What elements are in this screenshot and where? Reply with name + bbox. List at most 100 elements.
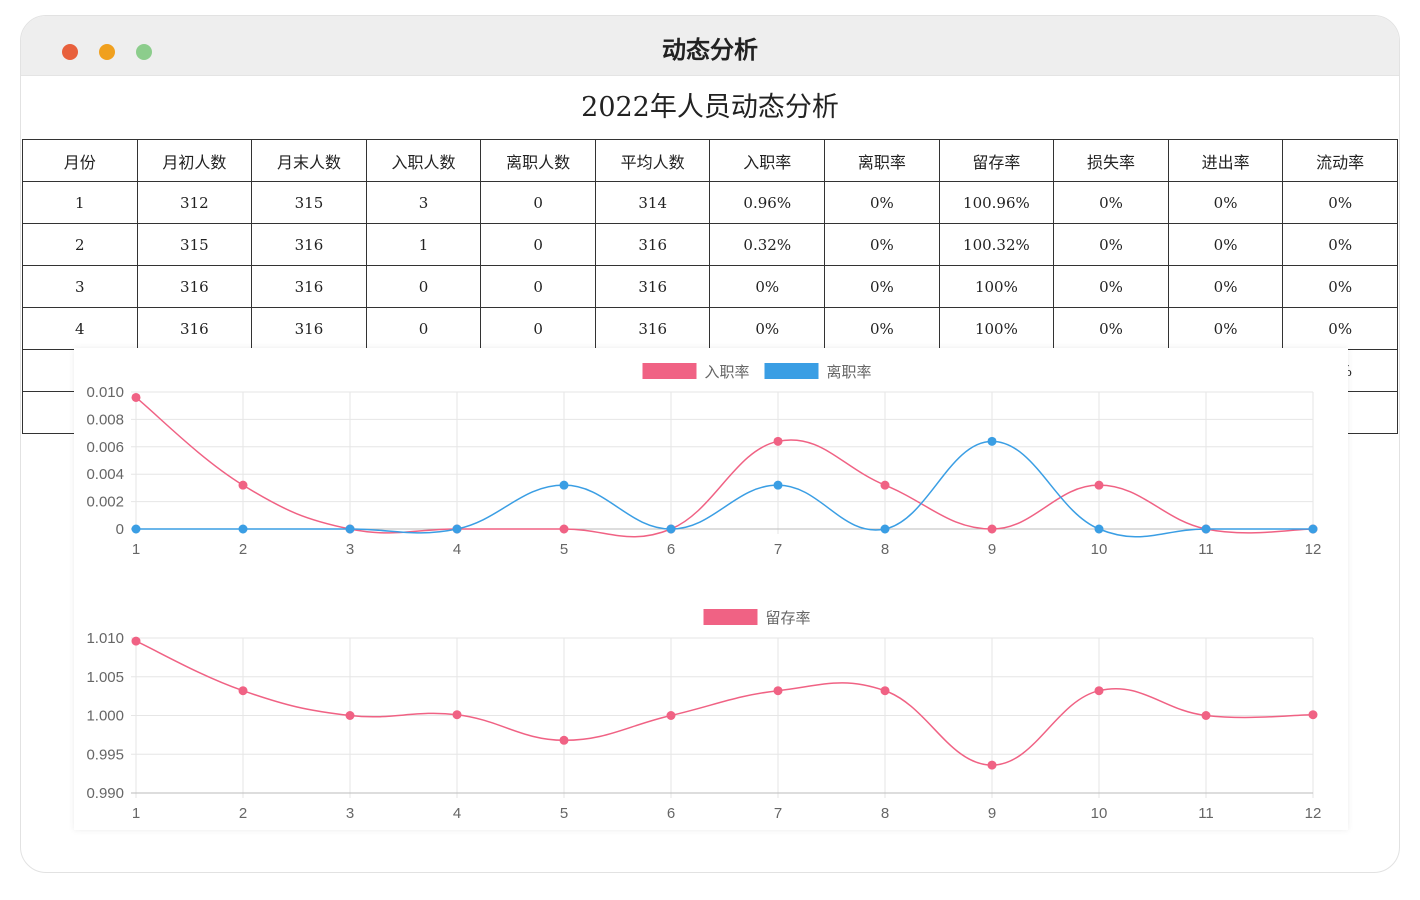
- line-chart-1: 1 2 3 4 5 6 7 8 9 10 11 1200.0020.0040.0060.0080.01…: [86, 363, 1321, 558]
- data-point: [1201, 711, 1211, 720]
- y-tick-label: 0.002: [86, 494, 124, 511]
- x-tick-label: 10: [1091, 541, 1108, 558]
- x-tick-label: 12: [1305, 541, 1322, 558]
- x-tick-label: 2: [239, 805, 247, 822]
- x-tick-label: 9: [988, 541, 996, 558]
- table-cell: 315: [136, 223, 253, 266]
- table-cell: 0%: [824, 265, 940, 308]
- table-cell: 0: [480, 223, 596, 266]
- minimize-window-button[interactable]: [99, 44, 115, 60]
- table-cell: 0.32%: [709, 223, 826, 266]
- data-point: [131, 636, 141, 646]
- line-chart-2: 1 2 3 4 5 6 7 8 9 10 11 120.9900.9951.0001.0051.010…: [86, 609, 1321, 822]
- y-tick-label: 0.004: [86, 466, 124, 483]
- x-tick-label: 11: [1198, 805, 1214, 822]
- column-header: 月初人数: [136, 139, 253, 182]
- data-point: [238, 524, 248, 534]
- table-cell: 316: [594, 223, 711, 266]
- table-cell: 0%: [824, 307, 940, 350]
- x-tick-label: 10: [1091, 805, 1108, 822]
- data-point: [559, 524, 569, 534]
- data-point: [345, 711, 355, 720]
- chart-panel: 1 2 3 4 5 6 7 8 9 10 11 12 0 0.002 0.004 0.006 0.008 0.01…: [74, 348, 1348, 830]
- column-header: 离职率: [824, 139, 940, 182]
- data-point: [880, 480, 890, 490]
- table-cell: 0%: [1053, 307, 1169, 350]
- data-point: [1094, 524, 1104, 534]
- column-header: 平均人数: [594, 139, 711, 182]
- data-point: [773, 480, 783, 490]
- data-point: [666, 524, 676, 534]
- column-header: 流动率: [1282, 139, 1398, 182]
- charts-svg: 1 2 3 4 5 6 7 8 9 10 11 1200.0020.0040.0060.0080.01…: [86, 363, 1321, 822]
- table-cell: 0%: [1282, 181, 1398, 224]
- table-cell: 314: [594, 181, 711, 224]
- data-point: [1308, 710, 1318, 720]
- data-point: [666, 711, 676, 720]
- table-cell: 0%: [1167, 265, 1284, 308]
- table-cell: 0.96%: [709, 181, 826, 224]
- data-point: [773, 686, 783, 696]
- table-cell: 100%: [938, 307, 1055, 350]
- y-tick-label: 0.006: [86, 439, 124, 456]
- y-tick-label: 0.995: [86, 746, 124, 763]
- data-point: [238, 480, 248, 490]
- x-tick-label: 7: [774, 541, 782, 558]
- column-header: 月份: [22, 139, 138, 182]
- column-header: 损失率: [1053, 139, 1169, 182]
- data-point: [773, 436, 783, 446]
- series-line: [135, 440, 1313, 538]
- table-cell: 0%: [1167, 307, 1284, 350]
- table-cell: 3: [365, 181, 482, 224]
- table-cell: 0%: [1282, 265, 1398, 308]
- table-cell: 0%: [824, 223, 940, 266]
- x-tick-label: 5: [560, 541, 568, 558]
- table-cell: 0: [365, 265, 482, 308]
- x-tick-label: 12: [1305, 805, 1322, 822]
- close-window-button[interactable]: [62, 44, 78, 60]
- x-tick-label: 3: [346, 541, 354, 558]
- table-cell: 100%: [938, 265, 1055, 308]
- y-tick-label: 0.008: [86, 411, 124, 428]
- table-cell: 312: [136, 181, 253, 224]
- y-tick-label: 1.000: [86, 708, 124, 725]
- table-cell: 0%: [1053, 181, 1169, 224]
- maximize-window-button[interactable]: [136, 44, 152, 60]
- y-tick-label: 0.990: [86, 785, 124, 802]
- table-cell: 0%: [1167, 223, 1284, 266]
- table-cell: 4: [22, 307, 138, 350]
- column-header: 月末人数: [251, 139, 367, 182]
- table-row: 2 315 316 1 0 316 0.32% 0% 100.32% 0% 0% 0%: [22, 223, 1398, 266]
- x-tick-label: 8: [881, 805, 889, 822]
- title-bar: 动态分析: [21, 16, 1399, 76]
- table-cell: 316: [136, 265, 253, 308]
- table-row: 3 316 316 0 0 316 0% 0% 100% 0% 0% 0%: [22, 265, 1398, 308]
- series-line: [135, 396, 1314, 538]
- data-point: [1094, 480, 1104, 490]
- data-point: [1094, 686, 1104, 696]
- legend-label: 离职率: [827, 364, 872, 381]
- legend-swatch: [703, 609, 758, 625]
- data-point: [987, 436, 997, 446]
- x-tick-label: 5: [560, 805, 568, 822]
- data-point: [131, 392, 141, 402]
- data-point: [345, 524, 355, 534]
- table-row: 1 312 315 3 0 314 0.96% 0% 100.96% 0% 0% 0%: [22, 181, 1398, 224]
- data-point: [452, 524, 462, 534]
- data-point: [880, 524, 890, 534]
- table-cell: 316: [251, 265, 367, 308]
- table-cell: 316: [251, 223, 367, 266]
- data-point: [559, 480, 569, 490]
- data-point: [452, 710, 462, 720]
- table-cell: 316: [251, 307, 367, 350]
- data-point: [880, 686, 890, 696]
- table-cell: 100.96%: [938, 181, 1055, 224]
- table-cell: 0: [480, 307, 596, 350]
- x-tick-label: 11: [1198, 541, 1214, 558]
- table-cell: 0%: [1282, 223, 1398, 266]
- data-point: [1201, 524, 1211, 534]
- table-cell: 1: [365, 223, 482, 266]
- x-tick-label: 3: [346, 805, 354, 822]
- legend-label: 留存率: [766, 610, 811, 627]
- window-title: 动态分析: [662, 36, 758, 64]
